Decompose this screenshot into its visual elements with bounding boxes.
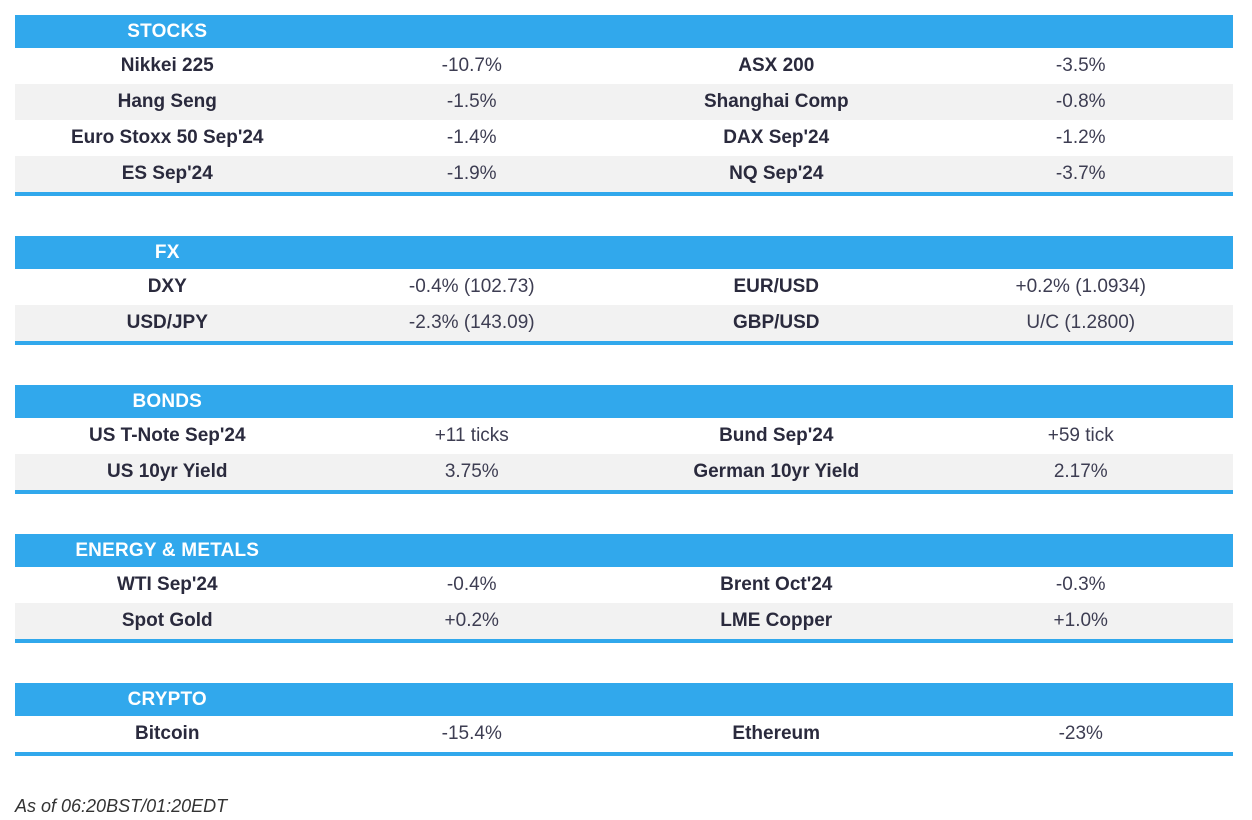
table-row: Hang Seng -1.5% Shanghai Comp -0.8% — [15, 84, 1233, 120]
instrument-name: WTI Sep'24 — [116, 574, 218, 595]
instrument-value: -1.2% — [1055, 127, 1106, 148]
instrument-value: +11 ticks — [434, 425, 509, 446]
instrument-name: DXY — [147, 276, 187, 297]
instrument-name: Bund Sep'24 — [719, 425, 834, 446]
instrument-value: +1.0% — [1053, 610, 1108, 631]
table-row: USD/JPY -2.3% (143.09) GBP/USD U/C (1.28… — [15, 305, 1233, 341]
table-row: DXY -0.4% (102.73) EUR/USD +0.2% (1.0934… — [15, 269, 1233, 305]
table-row: US T-Note Sep'24 +11 ticks Bund Sep'24 +… — [15, 418, 1233, 454]
section-title: CRYPTO — [127, 688, 207, 710]
bonds-header: BONDS — [15, 385, 1233, 418]
instrument-name: Brent Oct'24 — [720, 574, 833, 595]
stocks-rows: Nikkei 225 -10.7% ASX 200 -3.5% Hang Sen… — [15, 48, 1233, 192]
instrument-value: -1.5% — [446, 91, 497, 112]
bonds-table: BONDS US T-Note Sep'24 +11 ticks Bund Se… — [15, 385, 1233, 494]
instrument-value: -1.9% — [446, 163, 497, 184]
instrument-name: German 10yr Yield — [693, 461, 860, 482]
instrument-name: Bitcoin — [135, 723, 200, 744]
table-row: US 10yr Yield 3.75% German 10yr Yield 2.… — [15, 454, 1233, 490]
energy-metals-header: ENERGY & METALS — [15, 534, 1233, 567]
instrument-value: -23% — [1058, 723, 1103, 744]
instrument-value: -3.5% — [1055, 55, 1106, 76]
instrument-name: Nikkei 225 — [120, 55, 214, 76]
instrument-name: NQ Sep'24 — [729, 163, 824, 184]
instrument-value: +59 tick — [1047, 425, 1114, 446]
crypto-table: CRYPTO Bitcoin -15.4% Ethereum -23% — [15, 683, 1233, 756]
instrument-value: -3.7% — [1055, 163, 1106, 184]
instrument-name: Hang Seng — [117, 91, 217, 112]
instrument-value: -15.4% — [441, 723, 502, 744]
instrument-name: Euro Stoxx 50 Sep'24 — [71, 127, 264, 148]
instrument-name: ASX 200 — [738, 55, 815, 76]
as-of-timestamp: As of 06:20BST/01:20EDT — [15, 796, 228, 816]
bonds-rows: US T-Note Sep'24 +11 ticks Bund Sep'24 +… — [15, 418, 1233, 490]
instrument-name: EUR/USD — [733, 276, 819, 297]
instrument-value: -0.4% (102.73) — [408, 276, 535, 297]
instrument-name: US 10yr Yield — [107, 461, 228, 482]
instrument-name: USD/JPY — [126, 312, 208, 333]
instrument-value: 2.17% — [1053, 461, 1108, 482]
fx-header: FX — [15, 236, 1233, 269]
table-row: ES Sep'24 -1.9% NQ Sep'24 -3.7% — [15, 156, 1233, 192]
instrument-value: -0.3% — [1055, 574, 1106, 595]
instrument-name: Spot Gold — [121, 610, 213, 631]
instrument-value: -0.4% — [446, 574, 497, 595]
instrument-value: +0.2% — [444, 610, 499, 631]
stocks-header: STOCKS — [15, 15, 1233, 48]
stocks-table: STOCKS Nikkei 225 -10.7% ASX 200 -3.5% H… — [15, 15, 1233, 196]
table-row: Spot Gold +0.2% LME Copper +1.0% — [15, 603, 1233, 639]
instrument-name: US T-Note Sep'24 — [88, 425, 246, 446]
instrument-name: Shanghai Comp — [703, 91, 849, 112]
section-title: FX — [154, 241, 180, 263]
section-title: BONDS — [132, 390, 203, 412]
instrument-value: +0.2% (1.0934) — [1015, 276, 1146, 297]
fx-table: FX DXY -0.4% (102.73) EUR/USD +0.2% (1.0… — [15, 236, 1233, 345]
section-title: ENERGY & METALS — [75, 539, 260, 561]
fx-rows: DXY -0.4% (102.73) EUR/USD +0.2% (1.0934… — [15, 269, 1233, 341]
instrument-value: 3.75% — [444, 461, 499, 482]
instrument-value: -1.4% — [446, 127, 497, 148]
table-row: Euro Stoxx 50 Sep'24 -1.4% DAX Sep'24 -1… — [15, 120, 1233, 156]
instrument-name: LME Copper — [720, 610, 833, 631]
energy-metals-rows: WTI Sep'24 -0.4% Brent Oct'24 -0.3% Spot… — [15, 567, 1233, 639]
instrument-value: -10.7% — [441, 55, 502, 76]
instrument-name: GBP/USD — [732, 312, 820, 333]
table-row: Bitcoin -15.4% Ethereum -23% — [15, 716, 1233, 752]
instrument-name: DAX Sep'24 — [723, 127, 830, 148]
instrument-name: ES Sep'24 — [121, 163, 213, 184]
instrument-value: U/C (1.2800) — [1026, 312, 1136, 333]
crypto-header: CRYPTO — [15, 683, 1233, 716]
energy-metals-table: ENERGY & METALS WTI Sep'24 -0.4% Brent O… — [15, 534, 1233, 643]
instrument-name: Ethereum — [732, 723, 821, 744]
instrument-value: -2.3% (143.09) — [408, 312, 535, 333]
instrument-value: -0.8% — [1055, 91, 1106, 112]
section-title: STOCKS — [127, 20, 208, 42]
table-row: Nikkei 225 -10.7% ASX 200 -3.5% — [15, 48, 1233, 84]
table-row: WTI Sep'24 -0.4% Brent Oct'24 -0.3% — [15, 567, 1233, 603]
crypto-rows: Bitcoin -15.4% Ethereum -23% — [15, 716, 1233, 752]
